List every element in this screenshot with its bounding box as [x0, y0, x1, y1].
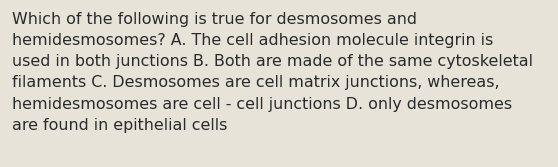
- Text: Which of the following is true for desmosomes and
hemidesmosomes? A. The cell ad: Which of the following is true for desmo…: [12, 12, 533, 133]
